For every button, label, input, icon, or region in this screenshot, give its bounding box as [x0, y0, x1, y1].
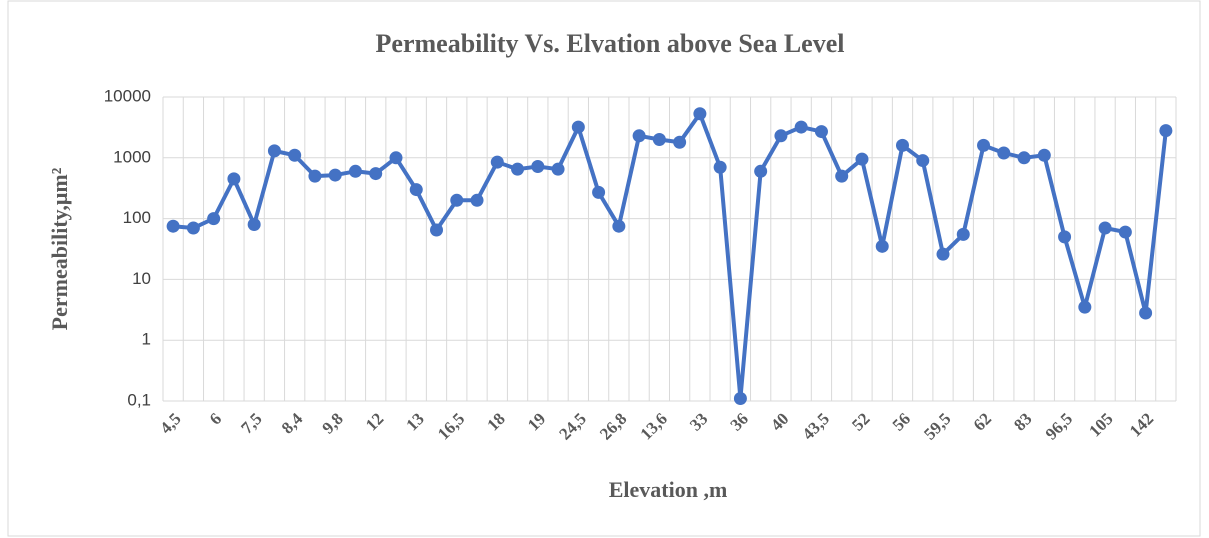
- point: [875, 239, 889, 253]
- point: [207, 212, 221, 226]
- y-tick-label: 1000: [113, 147, 151, 166]
- chart-frame: [7, 0, 1201, 537]
- point: [997, 146, 1011, 160]
- y-tick-label: 1: [142, 330, 151, 349]
- point: [551, 162, 565, 176]
- point: [835, 169, 849, 183]
- point: [470, 193, 484, 207]
- point: [186, 221, 200, 235]
- point: [814, 125, 828, 139]
- point: [632, 129, 646, 143]
- point: [774, 129, 788, 143]
- point: [430, 223, 444, 237]
- point: [571, 120, 585, 134]
- point: [1118, 225, 1132, 239]
- point: [936, 247, 950, 261]
- point: [308, 169, 322, 183]
- chart-title: Permeability Vs. Elvation above Sea Leve…: [376, 29, 845, 58]
- point: [511, 162, 525, 176]
- point: [348, 164, 362, 178]
- point: [1139, 306, 1153, 320]
- point: [531, 159, 545, 173]
- point: [754, 164, 768, 178]
- point: [1098, 221, 1112, 235]
- point: [369, 167, 383, 181]
- point: [956, 227, 970, 241]
- point: [855, 152, 869, 166]
- point: [794, 120, 808, 134]
- point: [409, 183, 423, 197]
- point: [652, 132, 666, 146]
- point: [389, 151, 403, 165]
- point: [693, 107, 707, 121]
- y-tick-label: 100: [123, 208, 151, 227]
- point: [166, 219, 180, 233]
- point: [1159, 124, 1173, 138]
- point: [267, 144, 281, 158]
- point: [612, 219, 626, 233]
- point: [227, 172, 241, 186]
- point: [490, 155, 504, 169]
- y-tick-label: 10: [132, 269, 151, 288]
- point: [450, 193, 464, 207]
- point: [673, 135, 687, 149]
- point: [1037, 148, 1051, 162]
- y-tick-label: 0,1: [127, 390, 151, 409]
- point: [1078, 300, 1092, 314]
- point: [328, 168, 342, 182]
- point: [247, 217, 261, 231]
- point: [1058, 230, 1072, 244]
- point: [733, 391, 747, 405]
- y-tick-label: 10000: [104, 86, 151, 105]
- point: [288, 148, 302, 162]
- point: [895, 138, 909, 152]
- point: [713, 160, 727, 174]
- point: [916, 154, 930, 168]
- point: [977, 138, 991, 152]
- x-axis-label: Elevation ,m: [609, 477, 728, 502]
- y-axis-label: Permeability,μm²: [47, 167, 72, 330]
- point: [592, 185, 606, 199]
- point: [1017, 151, 1031, 165]
